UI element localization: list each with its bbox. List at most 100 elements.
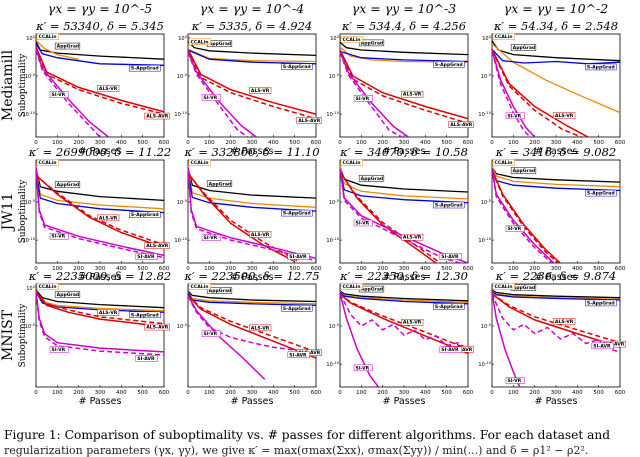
y-tick-label: 10-5 bbox=[25, 72, 36, 80]
series-label-box bbox=[188, 159, 211, 166]
series-label-appgrad: AppGrad bbox=[513, 168, 536, 174]
series-ccalin bbox=[36, 166, 164, 210]
series-label-box bbox=[135, 253, 158, 260]
series-label-box bbox=[340, 283, 363, 290]
series-group bbox=[340, 290, 468, 387]
series-label-si-vr: SI-VR bbox=[356, 221, 370, 227]
x-tick-label: 0 bbox=[34, 140, 38, 146]
series-label-box bbox=[281, 209, 313, 217]
series-ccalin bbox=[36, 39, 79, 60]
series-label-s-appgrad: S-AppGrad bbox=[283, 306, 311, 312]
row-label-mnist: MNIST bbox=[0, 309, 16, 361]
y-tick-label: 10-10 bbox=[22, 110, 35, 118]
x-tick-label: 600 bbox=[615, 390, 626, 396]
series-group bbox=[492, 289, 620, 387]
series-label-box bbox=[144, 112, 170, 120]
series-label-box bbox=[492, 33, 515, 40]
series-label-box bbox=[97, 85, 120, 92]
x-tick-label: 400 bbox=[268, 140, 279, 146]
x-tick-label: 600 bbox=[615, 140, 626, 146]
x-tick-label: 600 bbox=[311, 390, 322, 396]
series-label-ccalin: CCALin bbox=[191, 160, 209, 166]
series-label-box bbox=[49, 232, 69, 240]
series-label-box bbox=[144, 323, 170, 331]
y-tick-label: 10-5 bbox=[481, 198, 492, 206]
subplot-mnist-3: κ′ = 22350, δ = 12.300 100 200 300 400 500 600… bbox=[326, 269, 473, 407]
x-tick-label: 400 bbox=[572, 266, 583, 272]
subplot-title: κ′ = 2236, δ = 9.874 bbox=[495, 269, 616, 283]
x-tick-label: 500 bbox=[289, 140, 300, 146]
x-tick-label: 300 bbox=[95, 266, 106, 272]
subplot-jw11-1: κ′ = 2699000, δ = 11.22 0 100 200 300 400 500 6… bbox=[22, 145, 171, 283]
x-tick-label: 400 bbox=[116, 140, 127, 146]
series-si-avr bbox=[36, 291, 164, 356]
series-label-box bbox=[433, 61, 465, 68]
series-label-als-vr: ALS-VR bbox=[403, 92, 422, 98]
series-label-box bbox=[287, 253, 310, 260]
x-tick-label: 200 bbox=[73, 390, 84, 396]
y-tick-label: 10-5 bbox=[329, 72, 340, 80]
series-label-box bbox=[129, 311, 161, 319]
row-ylabel-mediamill: Suboptimality bbox=[18, 53, 28, 118]
subplot-title: κ′ = 34070, δ = 10.58 bbox=[339, 145, 468, 159]
x-tick-label: 200 bbox=[73, 266, 84, 272]
series-label-box bbox=[287, 351, 310, 359]
x-axis-label: # Passes bbox=[231, 146, 274, 157]
series-label-appgrad: AppGrad bbox=[209, 41, 232, 47]
y-tick-label: 100 bbox=[26, 284, 35, 292]
series-label-als-avr: ALS-AVR bbox=[146, 243, 168, 249]
series-label-box bbox=[585, 63, 617, 71]
series-group bbox=[36, 289, 164, 356]
series-label-box bbox=[281, 63, 313, 70]
series-als-avr bbox=[340, 293, 468, 350]
subplot-title: κ′ = 223500, δ = 12.75 bbox=[183, 269, 319, 283]
series-label-box bbox=[553, 112, 576, 119]
caption-line-1: Figure 1: Comparison of suboptimality vs… bbox=[4, 428, 611, 442]
series-si-vr bbox=[340, 51, 409, 137]
series-si-avr bbox=[340, 293, 468, 350]
series-label-box bbox=[340, 36, 363, 43]
series-label-box bbox=[54, 42, 81, 50]
series-label-si-avr: SI-AVR bbox=[441, 347, 459, 353]
series-label-box bbox=[188, 38, 211, 46]
x-tick-label: 600 bbox=[159, 140, 170, 146]
y-tick-label: 10-10 bbox=[326, 236, 339, 244]
series-label-si-avr: SI-AVR bbox=[289, 254, 307, 260]
subplot-jw11-3: κ′ = 34070, δ = 10.58 0 100 200 300 400 500 600… bbox=[326, 145, 473, 283]
subplot-title: κ′ = 332800, δ = 11.10 bbox=[183, 145, 319, 159]
x-tick-label: 400 bbox=[116, 390, 127, 396]
x-tick-label: 500 bbox=[289, 266, 300, 272]
series-appgrad bbox=[188, 290, 316, 303]
series-als-avr bbox=[340, 50, 468, 125]
series-label-box bbox=[54, 181, 81, 188]
series-label-ccalin: CCALin bbox=[343, 37, 361, 43]
y-tick-label: 10-10 bbox=[478, 110, 491, 118]
series-si-vr bbox=[188, 51, 257, 137]
series-label-box bbox=[510, 167, 537, 174]
y-tick-label: 100 bbox=[330, 34, 339, 42]
series-s-appgrad bbox=[492, 291, 620, 301]
series-label-ccalin: CCALin bbox=[495, 160, 513, 166]
series-label-box bbox=[510, 44, 537, 51]
x-tick-label: 200 bbox=[377, 390, 388, 396]
subplot-title: κ′ = 22350, δ = 12.30 bbox=[339, 269, 468, 283]
series-label-ccalin: CCALin bbox=[39, 160, 57, 166]
series-label-box bbox=[553, 318, 576, 325]
series-si-vr bbox=[36, 291, 164, 353]
row-label-mediamill: Mediamill bbox=[0, 49, 16, 121]
x-tick-label: 200 bbox=[225, 140, 236, 146]
series-label-als-vr: ALS-VR bbox=[99, 86, 118, 92]
series-label-als-vr: ALS-VR bbox=[555, 319, 574, 325]
series-si-avr bbox=[188, 52, 249, 137]
series-label-s-appgrad: S-AppGrad bbox=[587, 64, 615, 70]
x-tick-label: 500 bbox=[137, 266, 148, 272]
series-label-box bbox=[36, 33, 59, 40]
series-als-avr bbox=[36, 291, 164, 325]
x-tick-label: 500 bbox=[441, 266, 452, 272]
x-axis-label: # Passes bbox=[231, 396, 274, 407]
x-tick-label: 0 bbox=[186, 390, 190, 396]
x-tick-label: 200 bbox=[529, 266, 540, 272]
series-s-appgrad bbox=[188, 49, 316, 65]
series-label-als-vr: ALS-VR bbox=[99, 310, 118, 316]
plot-frame bbox=[35, 283, 165, 388]
